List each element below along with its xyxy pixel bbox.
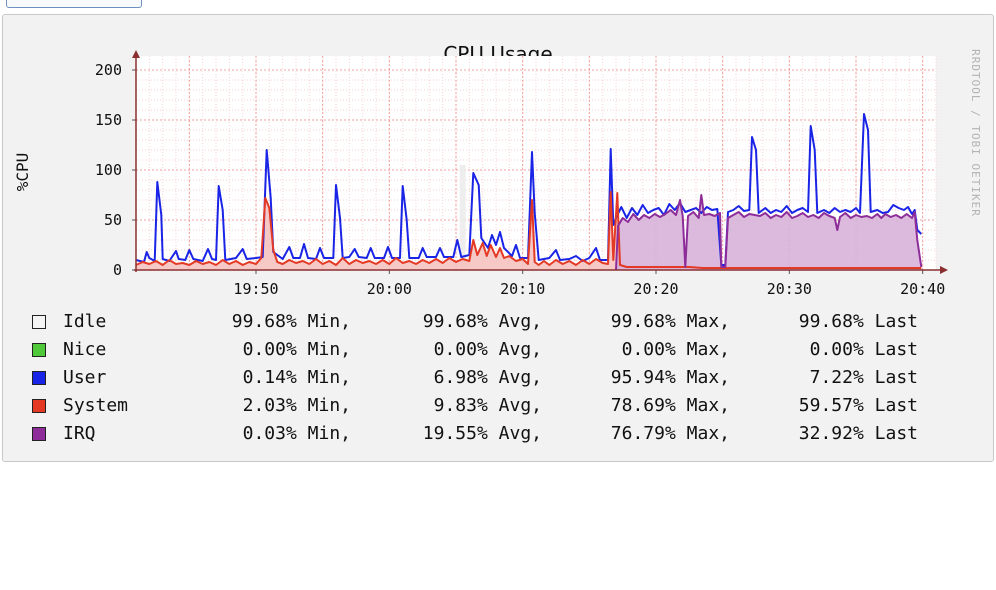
legend-last: 59.57% Last [798, 395, 918, 416]
cpu-usage-chart: CPU Usage %CPU RRDTOOL / TOBI OETIKER 05… [13, 42, 982, 298]
legend-avg: 9.83% Avg, [433, 395, 542, 416]
legend-row-nice: Nice 0.00% Min, 0.00% Avg, 0.00% Max, 0.… [30, 338, 930, 366]
legend-min: 0.00% Min, [242, 339, 351, 360]
axes: 0 50 100 150 200 19:50 20:00 20:10 20:20 20:30 20:… [95, 50, 948, 298]
legend-last: 0.00% Last [809, 339, 918, 360]
legend-row-user: User 0.14% Min, 6.98% Avg, 95.94% Max, 7… [30, 366, 930, 394]
legend-swatch-nice [32, 343, 46, 357]
legend-avg: 0.00% Avg, [433, 339, 542, 360]
legend-last: 7.22% Last [809, 367, 918, 388]
legend-swatch-idle [32, 315, 46, 329]
legend-min: 0.03% Min, [242, 423, 351, 444]
legend-avg: 19.55% Avg, [422, 423, 542, 444]
user-line [135, 113, 923, 266]
y-tick-label: 150 [95, 111, 122, 129]
data-series [135, 113, 923, 271]
rrdtool-watermark: RRDTOOL / TOBI OETIKER [969, 49, 982, 217]
legend-max: 78.69% Max, [610, 395, 730, 416]
legend-name: User [63, 367, 107, 388]
legend-avg: 99.68% Avg, [422, 311, 542, 332]
legend-row-idle: Idle 99.68% Min, 99.68% Avg, 99.68% Max,… [30, 310, 930, 338]
x-tick-label: 19:50 [233, 280, 278, 298]
legend-max: 99.68% Max, [610, 311, 730, 332]
irq-line [615, 194, 923, 271]
y-tick-label: 100 [95, 161, 122, 179]
legend-name: System [63, 395, 129, 416]
x-tick-label: 20:00 [367, 280, 412, 298]
x-tick-label: 20:20 [633, 280, 678, 298]
legend-last: 99.68% Last [798, 311, 918, 332]
legend-max: 95.94% Max, [610, 367, 730, 388]
legend-min: 99.68% Min, [231, 311, 351, 332]
x-tick-label: 20:40 [900, 280, 945, 298]
legend-name: Nice [63, 339, 107, 360]
x-tick-label: 20:30 [767, 280, 812, 298]
legend-swatch-system [32, 399, 46, 413]
legend-row-irq: IRQ 0.03% Min, 19.55% Avg, 76.79% Max, 3… [30, 422, 930, 450]
top-tab-button[interactable] [6, 0, 142, 8]
y-tick-label: 50 [104, 211, 122, 229]
legend-name: IRQ [63, 423, 96, 444]
legend-name: Idle [63, 311, 107, 332]
y-tick-label: 0 [113, 261, 122, 279]
legend-swatch-user [32, 371, 46, 385]
system-line [135, 191, 922, 269]
y-tick-label: 200 [95, 61, 122, 79]
y-axis-arrow [132, 50, 140, 58]
legend-min: 0.14% Min, [242, 367, 351, 388]
legend-avg: 6.98% Avg, [433, 367, 542, 388]
legend: Idle 99.68% Min, 99.68% Avg, 99.68% Max,… [30, 310, 930, 450]
y-axis-label: %CPU [13, 153, 32, 192]
idle-marker [459, 165, 466, 270]
x-axis-arrow [940, 266, 948, 274]
legend-swatch-irq [32, 427, 46, 441]
legend-last: 32.92% Last [798, 423, 918, 444]
legend-min: 2.03% Min, [242, 395, 351, 416]
legend-row-system: System 2.03% Min, 9.83% Avg, 78.69% Max,… [30, 394, 930, 422]
legend-max: 0.00% Max, [621, 339, 730, 360]
x-tick-label: 20:10 [500, 280, 545, 298]
legend-max: 76.79% Max, [610, 423, 730, 444]
